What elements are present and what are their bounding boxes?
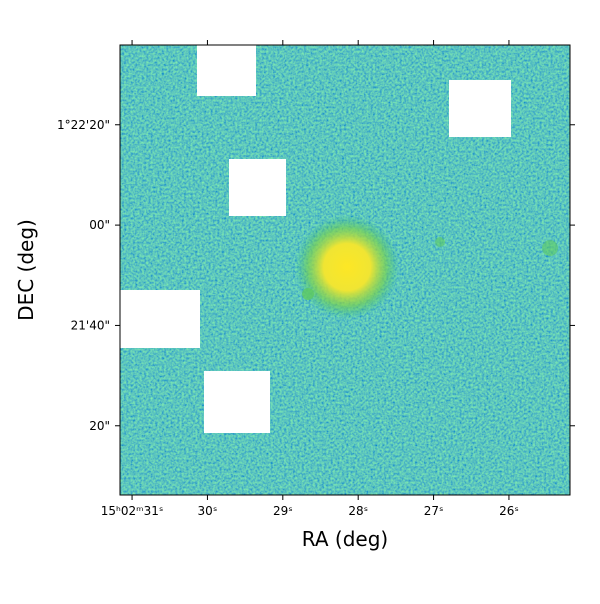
x-tick-label: 28ˢ [348,504,368,518]
x-axis-label: RA (deg) [302,527,388,551]
x-tick-label: 26ˢ [499,504,519,518]
x-tick-label: 27ˢ [424,504,444,518]
y-tick-label: 00" [89,218,110,232]
y-tick-label: 1°22'20" [57,118,110,132]
x-tick-label: 15ʰ02ᵐ31ˢ [101,504,164,518]
y-tick-label: 21'40" [71,318,110,332]
y-tick-label: 20" [89,419,110,433]
y-axis-label: DEC (deg) [14,219,38,321]
x-tick-label: 30ˢ [198,504,218,518]
x-tick-label: 29ˢ [273,504,293,518]
image [119,44,571,496]
